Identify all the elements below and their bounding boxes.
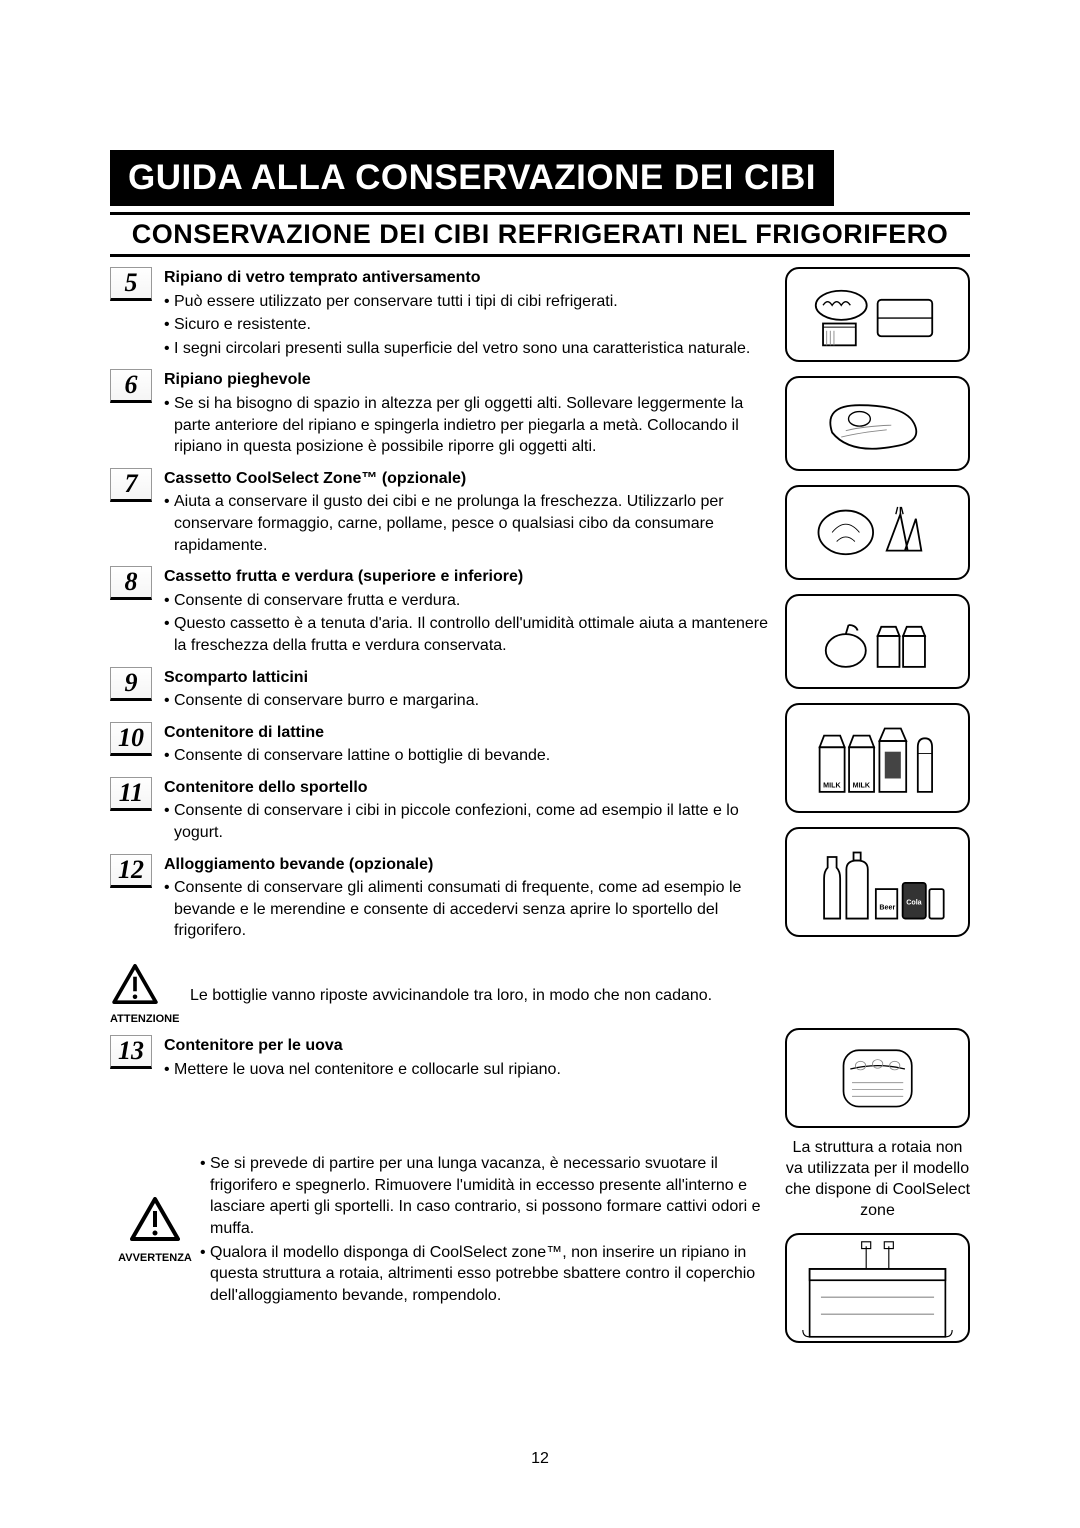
- item-7: 7 Cassetto CoolSelect Zone™ (opzionale) …: [110, 468, 775, 558]
- avvertenza-icon-block: AVVERTENZA: [110, 1197, 200, 1264]
- item-11: 11 Contenitore dello sportello •Consente…: [110, 777, 775, 846]
- avvertenza-label: AVVERTENZA: [110, 1252, 200, 1264]
- warning-icon: [130, 1197, 180, 1241]
- item-title: Contenitore di lattine: [164, 722, 775, 744]
- item-number: 6: [110, 369, 152, 403]
- item-title: Scomparto latticini: [164, 667, 775, 689]
- page-number: 12: [0, 1450, 1080, 1468]
- svg-text:MILK: MILK: [852, 781, 870, 789]
- illustration-meat: [785, 376, 970, 471]
- item-number: 8: [110, 566, 152, 600]
- avvertenza-body: •Se si prevede di partire per una lunga …: [200, 1153, 785, 1308]
- item-5: 5 Ripiano di vetro temprato antiversamen…: [110, 267, 775, 361]
- attention-label: ATTENZIONE: [110, 1013, 775, 1025]
- item-title: Ripiano di vetro temprato antiversamento: [164, 267, 775, 289]
- item-number: 13: [110, 1035, 152, 1069]
- item-title: Cassetto frutta e verdura (superiore e i…: [164, 566, 775, 588]
- item-number: 7: [110, 468, 152, 502]
- item-6: 6 Ripiano pieghevole •Se si ha bisogno d…: [110, 369, 775, 459]
- item-title: Contenitore dello sportello: [164, 777, 775, 799]
- item-8: 8 Cassetto frutta e verdura (superiore e…: [110, 566, 775, 658]
- item-number: 12: [110, 854, 152, 888]
- attention-text: Le bottiglie vanno riposte avvicinandole…: [190, 985, 775, 1009]
- svg-text:Cola: Cola: [906, 898, 922, 906]
- item-title: Contenitore per le uova: [164, 1035, 775, 1057]
- svg-text:MILK: MILK: [823, 781, 841, 789]
- illustration-bottles: Beer Cola: [785, 827, 970, 937]
- illustration-egg-container: [785, 1028, 970, 1128]
- illustration-fruit: [785, 594, 970, 689]
- illustration-cartons: MILK MILK: [785, 703, 970, 813]
- item-title: Ripiano pieghevole: [164, 369, 775, 391]
- warning-icon: [112, 964, 158, 1004]
- item-number: 5: [110, 267, 152, 301]
- item-13: 13 Contenitore per le uova •Mettere le u…: [110, 1035, 775, 1082]
- item-title: Alloggiamento bevande (opzionale): [164, 854, 775, 876]
- svg-text:Beer: Beer: [879, 903, 895, 911]
- item-number: 11: [110, 777, 152, 811]
- illustration-food-1: [785, 267, 970, 362]
- item-number: 10: [110, 722, 152, 756]
- subtitle: CONSERVAZIONE DEI CIBI REFRIGERATI NEL F…: [110, 212, 970, 257]
- item-10: 10 Contenitore di lattine •Consente di c…: [110, 722, 775, 769]
- item-number: 9: [110, 667, 152, 701]
- illustration-schematic: [785, 1233, 970, 1343]
- schematic-caption: La struttura a rotaia non va utilizzata …: [785, 1138, 970, 1221]
- item-title: Cassetto CoolSelect Zone™ (opzionale): [164, 468, 775, 490]
- item-12: 12 Alloggiamento bevande (opzionale) •Co…: [110, 854, 775, 944]
- illustration-vegetables: [785, 485, 970, 580]
- item-9: 9 Scomparto latticini •Consente di conse…: [110, 667, 775, 714]
- main-title: GUIDA ALLA CONSERVAZIONE DEI CIBI: [110, 150, 834, 206]
- attention-block: Le bottiglie vanno riposte avvicinandole…: [110, 964, 775, 1009]
